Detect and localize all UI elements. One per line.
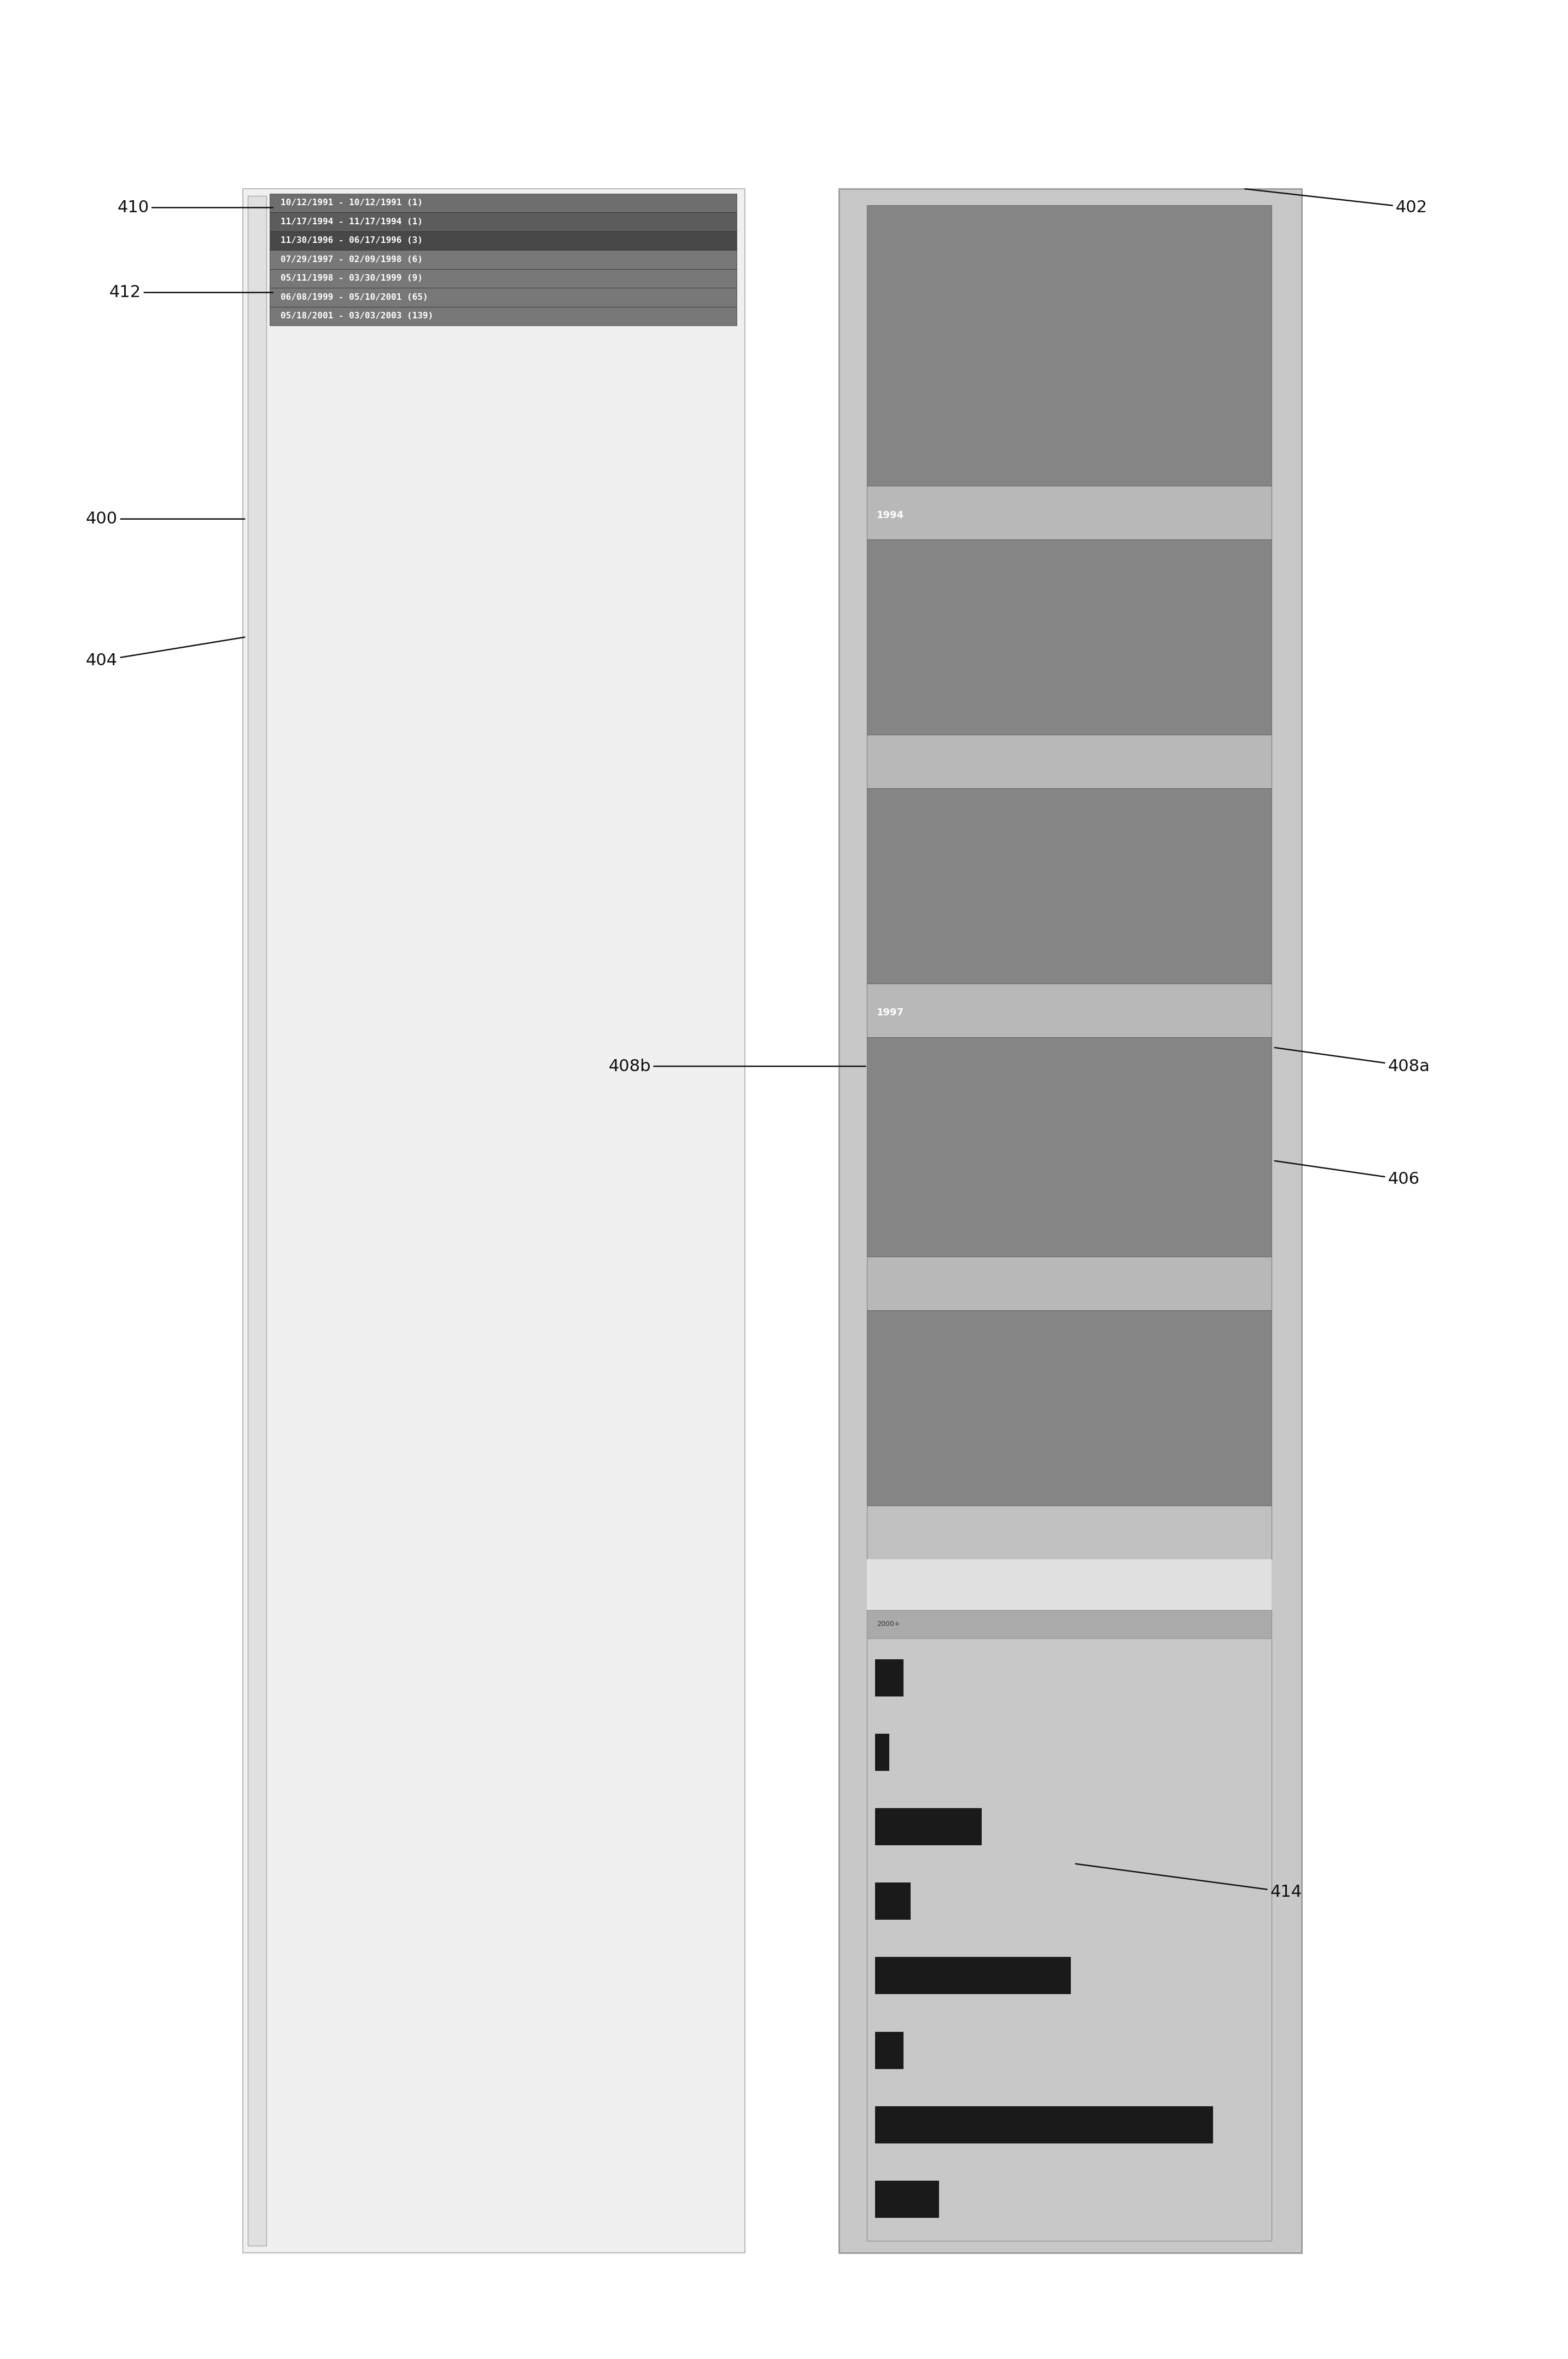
Bar [867,1559,1272,1609]
Text: 406: 406 [1275,1161,1419,1187]
Text: 06/08/1999 - 05/10/2001 (65): 06/08/1999 - 05/10/2001 (65) [281,293,428,302]
Text: 412: 412 [110,285,273,300]
Bar [875,1958,1071,1993]
Bar [867,984,1272,1038]
Text: 1997: 1997 [877,1007,903,1017]
Bar [867,1609,1272,2241]
Bar [270,307,737,326]
Bar [867,1609,1272,1640]
Bar [867,1038,1272,1257]
Text: 408a: 408a [1275,1047,1430,1073]
Bar [875,2031,903,2069]
Text: 404: 404 [86,637,245,668]
Bar [867,734,1272,788]
Bar [270,250,737,269]
Bar [875,2180,939,2217]
Text: 1994: 1994 [877,510,903,521]
Text: 05/11/1998 - 03/30/1999 (9): 05/11/1998 - 03/30/1999 (9) [281,274,423,283]
Text: 10/12/1991 - 10/12/1991 (1): 10/12/1991 - 10/12/1991 (1) [281,198,423,208]
Bar [867,1309,1272,1505]
Bar [867,540,1272,734]
Bar [867,486,1272,540]
Bar [867,788,1272,984]
Bar [875,2107,1214,2144]
Text: 11/17/1994 - 11/17/1994 (1): 11/17/1994 - 11/17/1994 (1) [281,217,423,226]
Bar [243,189,745,2253]
Bar [875,1882,911,1920]
Bar [875,1658,903,1696]
Bar [875,1809,982,1845]
Bar [867,205,1272,486]
Text: 2000+: 2000+ [877,1621,900,1628]
Bar [270,288,737,307]
Bar [839,189,1301,2253]
Bar [867,1505,1272,1559]
Text: 408b: 408b [608,1059,866,1073]
Text: 414: 414 [1076,1864,1301,1899]
Text: 07/29/1997 - 02/09/1998 (6): 07/29/1997 - 02/09/1998 (6) [281,255,423,264]
Bar [248,196,267,2246]
Text: 402: 402 [1245,189,1427,215]
Bar [867,1257,1272,1309]
Bar [270,212,737,231]
Text: 11/30/1996 - 06/17/1996 (3): 11/30/1996 - 06/17/1996 (3) [281,236,423,245]
Bar [270,193,737,212]
Bar [270,269,737,288]
Text: 05/18/2001 - 03/03/2003 (139): 05/18/2001 - 03/03/2003 (139) [281,311,433,321]
Bar [270,231,737,250]
Bar [875,1734,889,1772]
Text: 410: 410 [118,201,273,215]
Text: 400: 400 [86,512,245,526]
